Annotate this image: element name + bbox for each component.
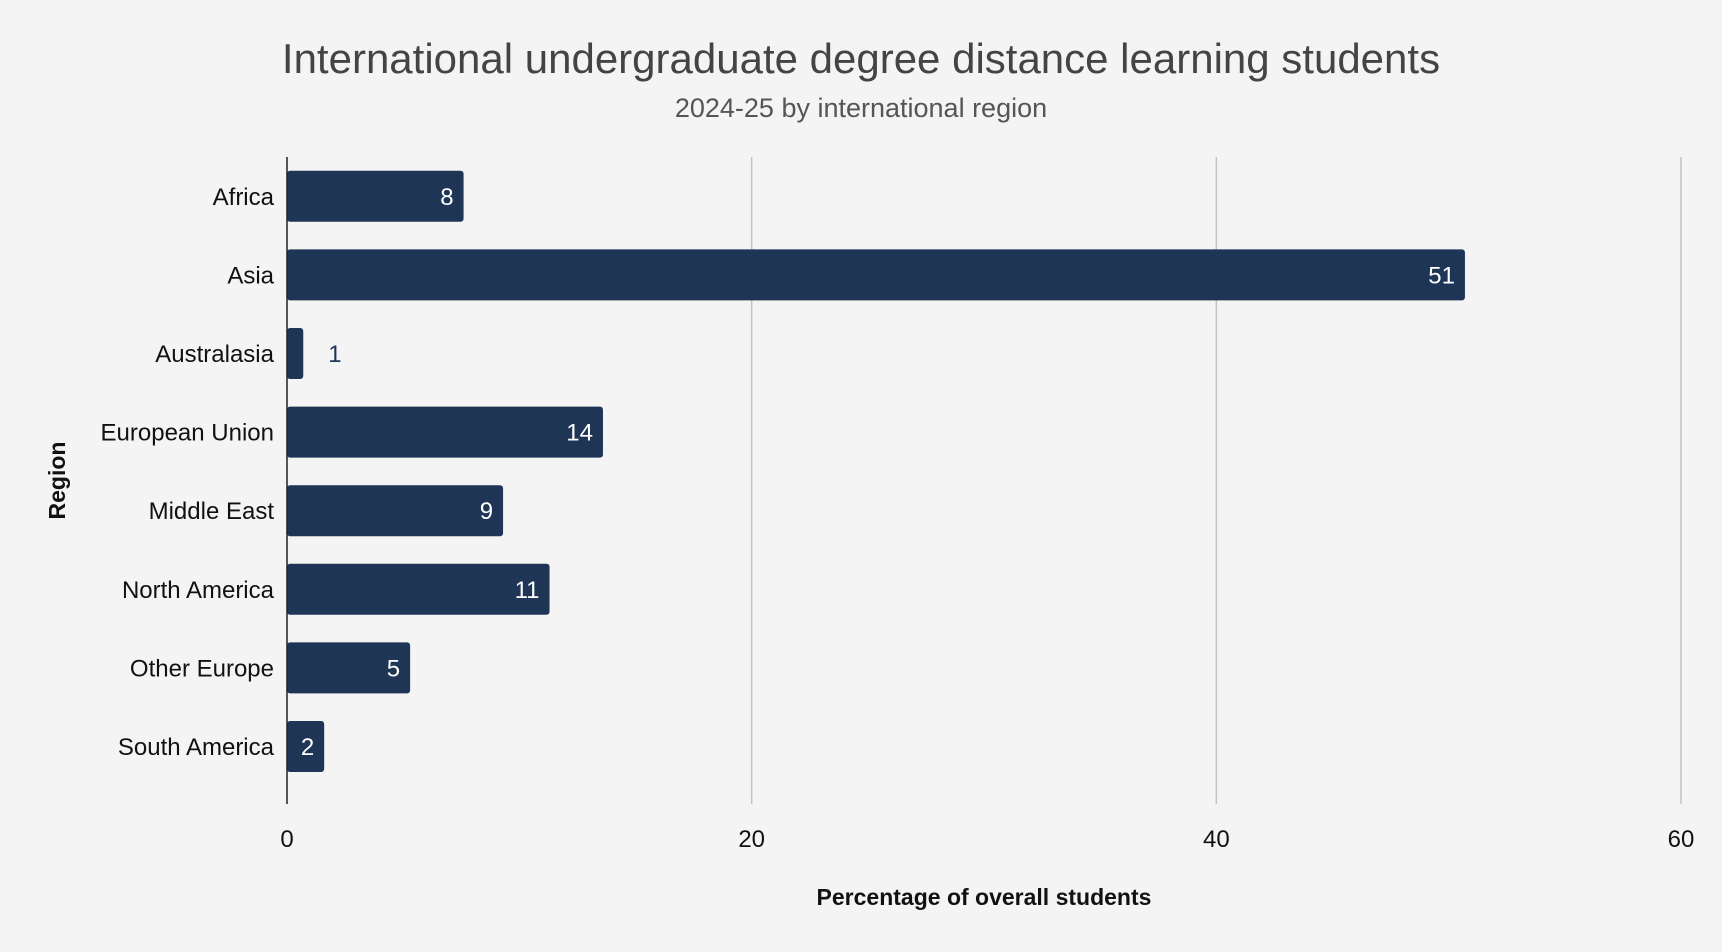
bar xyxy=(287,642,411,694)
data-label: 8 xyxy=(440,184,453,211)
bar xyxy=(287,563,550,615)
chart-title: International undergraduate degree dista… xyxy=(281,35,1441,82)
x-tick-label: 0 xyxy=(280,826,293,853)
category-label: South America xyxy=(118,734,275,761)
labels: 0 20 40 60 Africa 8 Asia 51 Australasia 1 European… xyxy=(44,184,1694,910)
x-tick-label: 40 xyxy=(1203,826,1230,853)
data-label: 5 xyxy=(387,655,400,682)
x-tick-label: 20 xyxy=(738,826,765,853)
data-label: 11 xyxy=(515,577,540,604)
category-label: Middle East xyxy=(149,498,275,525)
bar xyxy=(287,249,1465,301)
bar xyxy=(287,721,325,772)
bar xyxy=(287,170,464,222)
bar xyxy=(287,485,504,537)
data-label: 51 xyxy=(1428,262,1455,289)
y-axis-title: Region xyxy=(44,442,70,520)
category-label: Other Europe xyxy=(130,655,274,682)
category-label: North America xyxy=(122,577,275,604)
category-label: Africa xyxy=(213,184,275,211)
x-axis-title: Percentage of overall students xyxy=(817,884,1152,910)
data-label: 14 xyxy=(566,420,593,447)
bars xyxy=(287,170,1465,772)
category-label: European Union xyxy=(101,420,274,447)
bar xyxy=(287,328,304,379)
category-label: Australasia xyxy=(155,341,274,368)
data-label: 2 xyxy=(301,734,314,761)
data-label: 1 xyxy=(328,341,341,368)
data-label: 9 xyxy=(480,498,493,525)
chart-subtitle: 2024-25 by international region xyxy=(674,93,1048,123)
x-tick-label: 60 xyxy=(1668,826,1695,853)
category-label: Asia xyxy=(227,262,274,289)
bar xyxy=(287,406,603,458)
